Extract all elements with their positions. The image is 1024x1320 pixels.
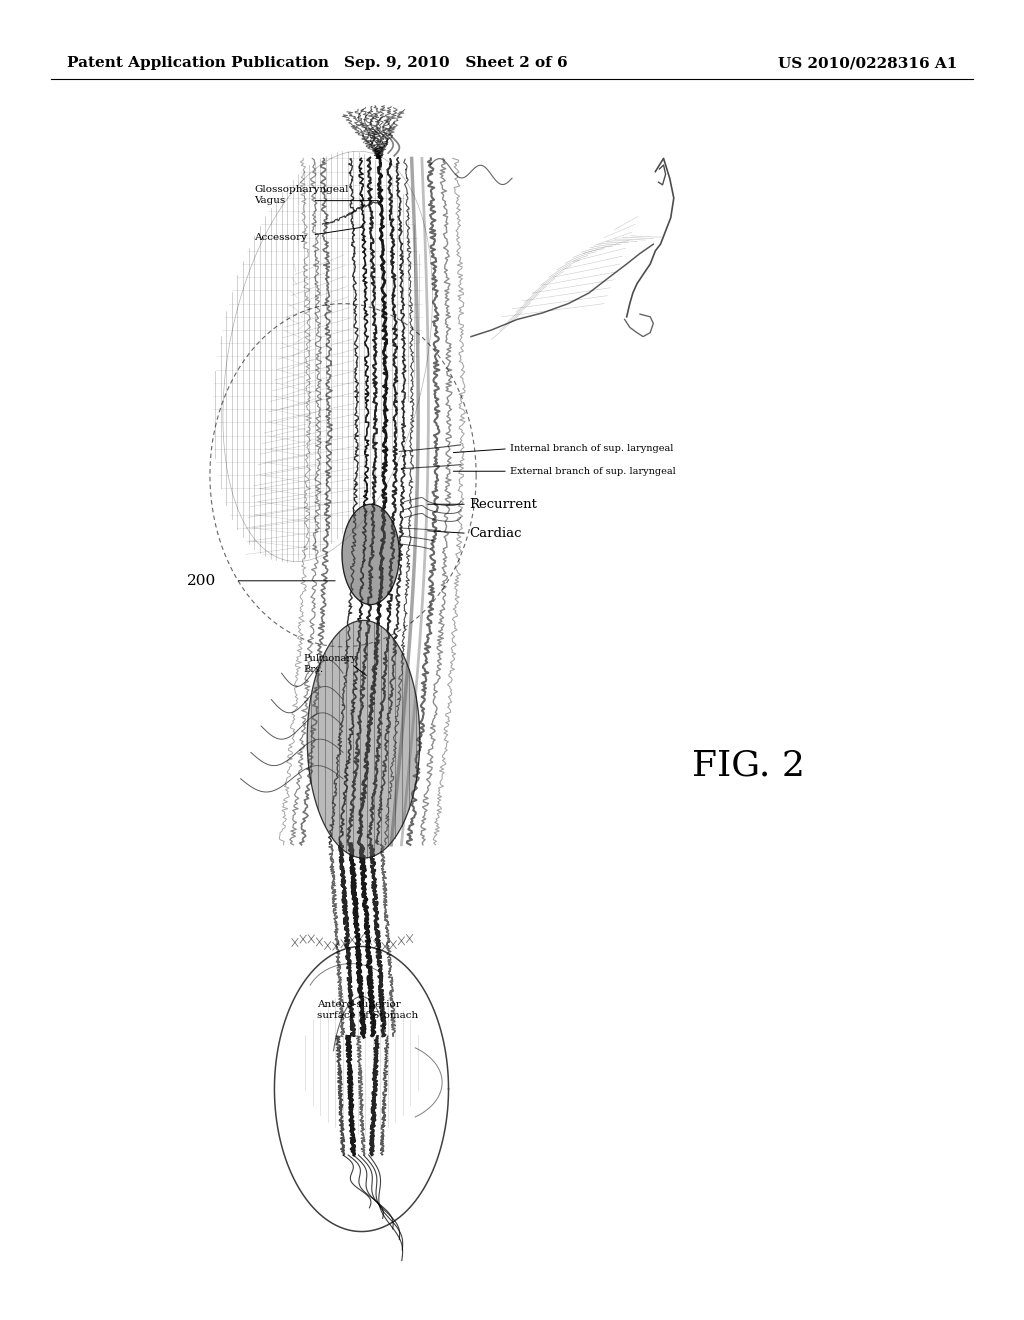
Text: Glossopharyngeal
Vagus: Glossopharyngeal Vagus [254,185,348,205]
Text: Pulmonary
Brs.: Pulmonary Brs. [303,655,356,673]
Text: Cardiac: Cardiac [469,527,521,540]
Polygon shape [342,504,399,605]
Text: 200: 200 [187,574,217,587]
Text: External branch of sup. laryngeal: External branch of sup. laryngeal [510,467,676,475]
Text: Accessory: Accessory [254,234,307,242]
Text: US 2010/0228316 A1: US 2010/0228316 A1 [778,57,957,70]
Text: Sep. 9, 2010   Sheet 2 of 6: Sep. 9, 2010 Sheet 2 of 6 [344,57,567,70]
Polygon shape [307,620,420,858]
Text: Internal branch of sup. laryngeal: Internal branch of sup. laryngeal [510,445,674,453]
Text: Patent Application Publication: Patent Application Publication [67,57,329,70]
Text: FIG. 2: FIG. 2 [692,748,805,783]
Text: Antero-superior
surface of Stomach: Antero-superior surface of Stomach [317,1001,419,1019]
Text: Recurrent: Recurrent [469,498,537,511]
